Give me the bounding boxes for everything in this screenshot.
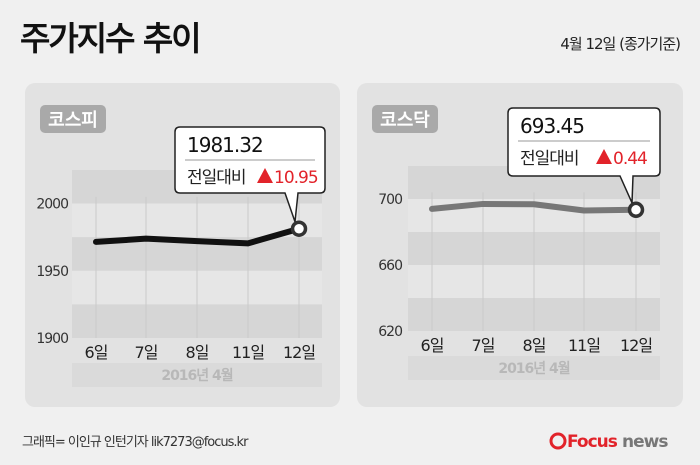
logo-mark-icon (549, 432, 567, 450)
x-tick-label: 6일 (421, 336, 444, 355)
index-badge (372, 105, 438, 133)
index-name: 코스닥 (380, 110, 430, 131)
x-tick-label: 12일 (283, 343, 315, 362)
y-tick-label: 700 (378, 192, 402, 208)
x-tick-label: 11일 (232, 343, 264, 362)
callout-box (507, 107, 661, 204)
focusnews-logo: Focus news (549, 432, 669, 452)
y-tick-label: 2000 (36, 197, 68, 213)
callout-change: 10.95 (274, 168, 318, 188)
callout-box (174, 126, 326, 222)
period-label: 2016년 4월 (498, 360, 569, 377)
kosdaq-chart: 700 660 620 6일 7일 8일 11일 12일 2016년 4월 코스닥 693.45 전일… (357, 83, 683, 407)
period-bar (408, 356, 660, 380)
period-bar (72, 363, 322, 387)
x-tick-label: 7일 (135, 343, 158, 362)
x-tick-label: 8일 (523, 336, 546, 355)
page-title: 주가지수 추이 (20, 19, 200, 58)
last-data-point (627, 201, 645, 219)
logo-news: news (622, 432, 668, 452)
y-tick-label: 1950 (36, 264, 68, 280)
triangle-up-icon (257, 168, 273, 183)
credit-text: 그래픽= 이인규 인턴기자 lik7273@focus.kr (22, 435, 249, 450)
kospi-chart: 2000 1950 1900 6일 7일 8일 11일 12일 2016년 4월 코스피 1981.… (25, 83, 340, 407)
index-badge (40, 105, 106, 133)
x-tick-label: 12일 (620, 336, 652, 355)
last-data-point (290, 220, 308, 237)
x-tick-label: 7일 (472, 336, 495, 355)
x-tick-label: 11일 (568, 336, 600, 355)
callout-label: 전일대비 (520, 149, 579, 169)
page-subtitle: 4월 12일 (종가기준) (560, 35, 680, 53)
index-name: 코스피 (48, 110, 98, 131)
callout-label: 전일대비 (187, 168, 246, 188)
callout-value: 1981.32 (187, 133, 263, 157)
x-tick-label: 6일 (85, 343, 108, 362)
triangle-up-icon (596, 149, 612, 164)
callout-value: 693.45 (520, 114, 584, 138)
period-label: 2016년 4월 (161, 367, 232, 384)
logo-focus: Focus (567, 432, 618, 452)
y-tick-label: 1900 (36, 331, 68, 347)
y-tick-label: 620 (378, 324, 402, 340)
y-tick-label: 660 (378, 258, 402, 274)
callout-change: 0.44 (613, 149, 647, 169)
x-tick-label: 8일 (186, 343, 209, 362)
